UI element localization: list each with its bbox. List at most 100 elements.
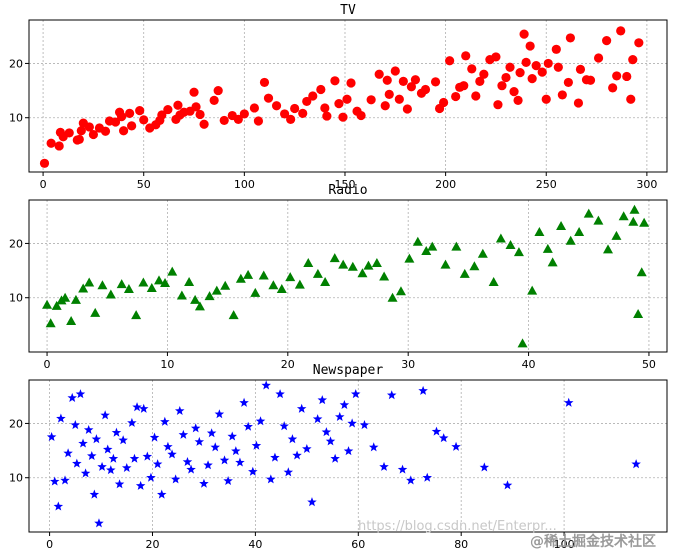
data-point <box>475 76 485 86</box>
data-point <box>438 97 449 108</box>
data-point <box>46 138 56 148</box>
data-point <box>513 95 523 105</box>
data-point <box>431 426 442 436</box>
data-point <box>132 402 142 412</box>
data-point <box>84 277 95 287</box>
subplot-0: 0 50 100 150 200 250 300 10 20 TV <box>9 3 668 191</box>
data-point <box>106 465 116 475</box>
data-point <box>502 480 513 490</box>
data-point <box>154 275 165 285</box>
data-point <box>186 464 196 474</box>
data-point <box>531 61 541 71</box>
data-point <box>219 115 229 126</box>
data-point <box>190 423 201 433</box>
data-point <box>335 411 345 421</box>
data-point <box>167 449 177 459</box>
data-point <box>102 444 113 454</box>
data-point <box>87 451 97 461</box>
data-point <box>283 467 294 477</box>
data-point <box>398 76 408 86</box>
data-point <box>565 235 576 245</box>
data-point <box>410 75 421 85</box>
data-point <box>223 475 233 486</box>
data-point <box>593 53 604 63</box>
data-point <box>243 421 253 431</box>
data-point <box>633 309 644 318</box>
data-point <box>194 301 205 311</box>
data-point <box>342 94 352 104</box>
data-point <box>347 418 357 428</box>
data-point <box>250 287 261 297</box>
data-point <box>451 241 462 251</box>
watermark-brand: @稀土掘金技术社区 <box>530 533 656 550</box>
data-point <box>135 106 145 116</box>
data-point <box>542 243 553 253</box>
data-point <box>430 77 441 87</box>
data-point <box>302 443 312 453</box>
data-point <box>418 385 428 395</box>
data-point <box>118 435 128 445</box>
x-tick-label: 50 <box>137 178 151 191</box>
data-point <box>427 241 438 251</box>
data-point <box>39 158 50 168</box>
data-point <box>379 461 389 471</box>
data-point <box>330 76 340 86</box>
data-point <box>347 261 358 271</box>
data-point <box>636 267 647 277</box>
x-tick-label: 40 <box>522 358 536 371</box>
data-point <box>53 501 64 511</box>
data-point <box>505 240 516 250</box>
data-point <box>100 126 111 136</box>
data-point <box>509 87 519 97</box>
data-point <box>639 217 650 227</box>
data-point <box>631 459 641 469</box>
data-point <box>325 436 336 446</box>
data-point <box>163 104 173 115</box>
data-point <box>125 108 135 118</box>
data-point <box>60 475 70 485</box>
data-point <box>451 91 461 102</box>
data-point <box>78 283 89 293</box>
data-point <box>386 390 397 400</box>
x-tick-label: 300 <box>636 178 657 191</box>
data-point <box>210 442 221 452</box>
data-point <box>525 41 535 51</box>
data-point <box>317 395 328 405</box>
x-tick-label: 80 <box>454 538 468 551</box>
data-point <box>199 119 209 129</box>
data-point <box>603 244 614 254</box>
data-point <box>60 292 71 302</box>
data-point <box>573 98 584 108</box>
data-point <box>276 284 287 294</box>
data-point <box>70 420 81 430</box>
data-point <box>395 286 406 296</box>
data-point <box>285 272 296 282</box>
x-tick-label: 0 <box>46 538 53 551</box>
data-point <box>97 280 108 290</box>
data-point <box>629 204 640 214</box>
data-point <box>397 464 408 474</box>
x-tick-label: 100 <box>234 178 255 191</box>
data-point <box>412 236 423 246</box>
data-point <box>108 453 119 463</box>
data-point <box>258 270 269 280</box>
x-tick-label: 10 <box>160 358 174 371</box>
data-point <box>219 455 230 465</box>
data-point <box>170 474 181 484</box>
x-tick-label: 20 <box>145 538 159 551</box>
data-point <box>173 100 183 110</box>
data-point <box>72 458 82 468</box>
data-point <box>402 104 412 114</box>
data-point <box>175 405 185 415</box>
data-point <box>543 58 553 69</box>
data-point <box>628 55 638 65</box>
data-point <box>66 316 77 326</box>
data-point <box>628 216 639 226</box>
data-point <box>89 489 100 499</box>
data-point <box>239 397 249 407</box>
data-point <box>67 392 77 402</box>
data-point <box>131 310 142 320</box>
data-point <box>160 416 170 426</box>
data-point <box>527 74 537 84</box>
data-point <box>80 468 91 478</box>
